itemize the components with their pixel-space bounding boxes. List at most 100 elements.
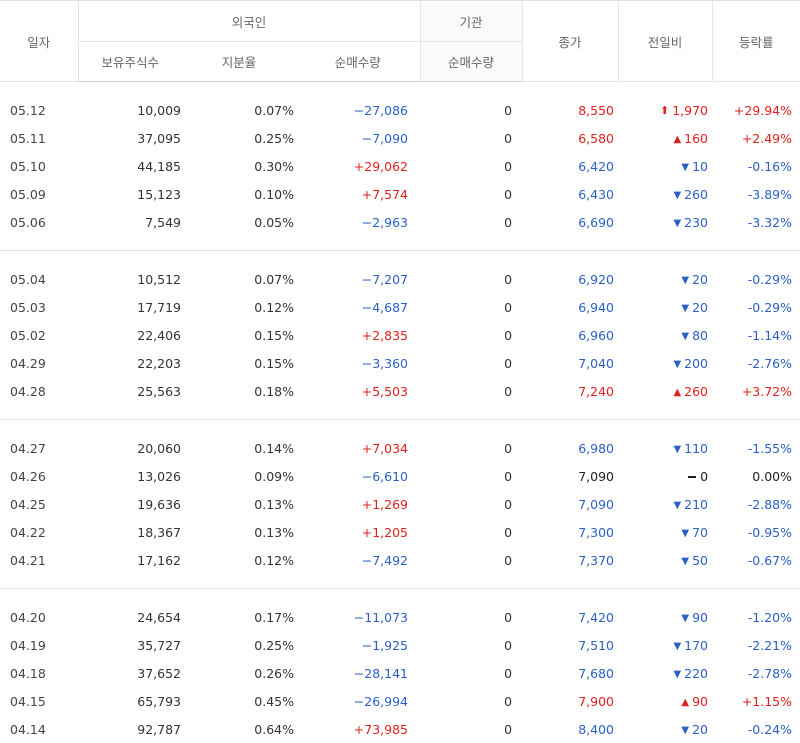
down-triangle-icon: ▼ bbox=[681, 725, 689, 736]
up-triangle-icon: ▲ bbox=[673, 134, 681, 145]
group-divider bbox=[0, 574, 800, 589]
spacer-cell bbox=[0, 82, 800, 97]
date-cell: 04.27 bbox=[0, 434, 78, 462]
close-price-cell: 7,040 bbox=[522, 349, 618, 377]
change-value: 20 bbox=[692, 272, 708, 287]
rate-cell: -3.89% bbox=[712, 180, 800, 208]
rate-cell: -3.32% bbox=[712, 208, 800, 236]
header-ratio: 지분율 bbox=[182, 42, 296, 82]
holdings-cell: 17,719 bbox=[78, 293, 182, 321]
change-cell: ▼20 bbox=[618, 293, 712, 321]
institution-net-cell: 0 bbox=[420, 434, 522, 462]
close-price-cell: 7,300 bbox=[522, 518, 618, 546]
rate-cell: +2.49% bbox=[712, 124, 800, 152]
institution-net-cell: 0 bbox=[420, 631, 522, 659]
change-value: 20 bbox=[692, 300, 708, 315]
institution-net-cell: 0 bbox=[420, 518, 522, 546]
date-cell: 05.06 bbox=[0, 208, 78, 236]
group-spacer bbox=[0, 589, 800, 604]
down-triangle-icon: ▼ bbox=[673, 444, 681, 455]
foreign-net-cell: −3,360 bbox=[296, 349, 420, 377]
change-cell: ▼110 bbox=[618, 434, 712, 462]
group-divider bbox=[0, 236, 800, 251]
change-value: 200 bbox=[684, 356, 708, 371]
ratio-cell: 0.09% bbox=[182, 462, 296, 490]
foreign-net-cell: −7,492 bbox=[296, 546, 420, 574]
header-net-institution: 순매수량 bbox=[420, 42, 522, 82]
change-cell: ▼70 bbox=[618, 518, 712, 546]
close-price-cell: 6,430 bbox=[522, 180, 618, 208]
ratio-cell: 0.05% bbox=[182, 208, 296, 236]
date-cell: 04.15 bbox=[0, 687, 78, 715]
rate-cell: -0.29% bbox=[712, 293, 800, 321]
ratio-cell: 0.07% bbox=[182, 265, 296, 293]
close-price-cell: 7,090 bbox=[522, 462, 618, 490]
ratio-cell: 0.12% bbox=[182, 546, 296, 574]
holdings-cell: 37,652 bbox=[78, 659, 182, 687]
change-value: 20 bbox=[692, 722, 708, 737]
down-triangle-icon: ▼ bbox=[681, 331, 689, 342]
close-price-cell: 8,550 bbox=[522, 96, 618, 124]
change-value: 50 bbox=[692, 553, 708, 568]
header-net-foreign: 순매수량 bbox=[296, 42, 420, 82]
change-cell: ▲160 bbox=[618, 124, 712, 152]
rate-cell: -1.55% bbox=[712, 434, 800, 462]
foreign-net-cell: +7,034 bbox=[296, 434, 420, 462]
close-price-cell: 6,980 bbox=[522, 434, 618, 462]
ratio-cell: 0.18% bbox=[182, 377, 296, 405]
ratio-cell: 0.13% bbox=[182, 518, 296, 546]
group-spacer bbox=[0, 420, 800, 435]
change-cell: ▼200 bbox=[618, 349, 712, 377]
ratio-cell: 0.45% bbox=[182, 687, 296, 715]
change-value: 260 bbox=[684, 384, 708, 399]
change-cell: ▼220 bbox=[618, 659, 712, 687]
change-value: 170 bbox=[684, 638, 708, 653]
holdings-cell: 44,185 bbox=[78, 152, 182, 180]
date-cell: 04.25 bbox=[0, 490, 78, 518]
holdings-cell: 10,009 bbox=[78, 96, 182, 124]
holdings-cell: 22,203 bbox=[78, 349, 182, 377]
change-value: 110 bbox=[684, 441, 708, 456]
header-foreign: 외국인 bbox=[78, 1, 420, 42]
date-cell: 05.02 bbox=[0, 321, 78, 349]
rate-cell: +29.94% bbox=[712, 96, 800, 124]
rate-cell: -1.14% bbox=[712, 321, 800, 349]
change-value: 70 bbox=[692, 525, 708, 540]
institution-net-cell: 0 bbox=[420, 687, 522, 715]
holdings-cell: 35,727 bbox=[78, 631, 182, 659]
date-cell: 04.22 bbox=[0, 518, 78, 546]
group-divider bbox=[0, 405, 800, 420]
ratio-cell: 0.25% bbox=[182, 124, 296, 152]
ratio-cell: 0.14% bbox=[182, 434, 296, 462]
holdings-cell: 10,512 bbox=[78, 265, 182, 293]
rate-cell: -0.95% bbox=[712, 518, 800, 546]
foreign-net-cell: +29,062 bbox=[296, 152, 420, 180]
flat-dash-icon bbox=[688, 476, 696, 478]
change-cell: ▼260 bbox=[618, 180, 712, 208]
foreign-net-cell: +73,985 bbox=[296, 715, 420, 743]
ratio-cell: 0.30% bbox=[182, 152, 296, 180]
change-value: 1,970 bbox=[672, 103, 708, 118]
header-holdings: 보유주식수 bbox=[78, 42, 182, 82]
date-cell: 05.12 bbox=[0, 96, 78, 124]
ratio-cell: 0.26% bbox=[182, 659, 296, 687]
institution-net-cell: 0 bbox=[420, 265, 522, 293]
ratio-cell: 0.25% bbox=[182, 631, 296, 659]
close-price-cell: 7,240 bbox=[522, 377, 618, 405]
institution-net-cell: 0 bbox=[420, 293, 522, 321]
holdings-cell: 92,787 bbox=[78, 715, 182, 743]
down-triangle-icon: ▼ bbox=[681, 275, 689, 286]
foreign-net-cell: +1,205 bbox=[296, 518, 420, 546]
foreign-net-cell: +5,503 bbox=[296, 377, 420, 405]
rate-cell: +1.15% bbox=[712, 687, 800, 715]
change-value: 220 bbox=[684, 666, 708, 681]
holdings-cell: 17,162 bbox=[78, 546, 182, 574]
institution-net-cell: 0 bbox=[420, 546, 522, 574]
header-date: 일자 bbox=[0, 1, 78, 82]
date-cell: 05.04 bbox=[0, 265, 78, 293]
